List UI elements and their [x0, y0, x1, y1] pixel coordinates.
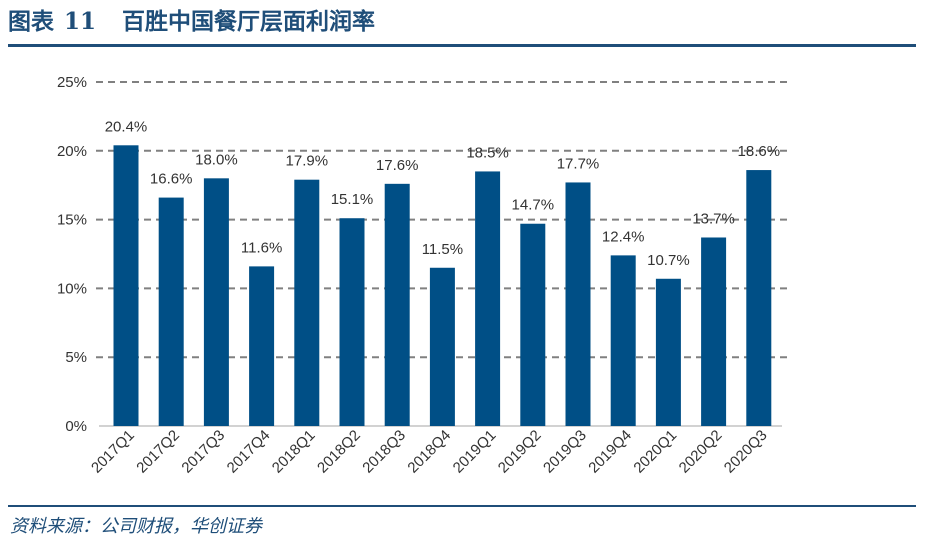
figure-number: 11 — [64, 8, 97, 35]
data-label: 17.6% — [376, 157, 419, 174]
data-label: 17.7% — [557, 155, 600, 172]
data-label: 18.0% — [195, 151, 238, 168]
data-labels: 20.4% 16.6%18.0% 11.6% 17.9% 15.1%17.6% 11.5%… — [105, 118, 780, 268]
bar-2017Q2 — [158, 197, 184, 426]
data-label: 16.6% — [150, 171, 193, 188]
y-tick-label: 0% — [65, 418, 87, 435]
data-label: 14.7% — [512, 197, 555, 214]
bar-2020Q2 — [701, 237, 727, 426]
x-tick-label: 2017Q3 — [178, 427, 228, 477]
data-label: 20.4% — [105, 118, 148, 135]
bar-2019Q3 — [565, 182, 591, 426]
x-tick-label: 2020Q3 — [721, 427, 771, 477]
bar-2017Q4 — [249, 266, 275, 426]
y-axis-ticks: 0% 5% 10% 15% 20% 25% — [57, 74, 87, 435]
x-tick-label: 2019Q3 — [540, 427, 590, 477]
x-tick-label: 2018Q4 — [404, 427, 454, 477]
x-tick-label: 2018Q1 — [269, 427, 319, 477]
bar-2018Q2 — [339, 218, 365, 426]
x-tick-label: 2017Q4 — [224, 427, 274, 477]
source-note: 资料来源：公司财报，华创证券 — [10, 516, 262, 537]
data-label: 18.6% — [738, 143, 781, 160]
x-tick-label: 2017Q2 — [133, 427, 183, 477]
y-tick-label: 20% — [57, 143, 87, 160]
y-tick-label: 10% — [57, 280, 87, 297]
y-tick-label: 5% — [65, 349, 87, 366]
x-axis-ticks: 2017Q12017Q22017Q32017Q42018Q12018Q22018… — [88, 427, 771, 477]
bar-2020Q3 — [746, 170, 772, 426]
bar-2020Q1 — [655, 278, 681, 426]
x-tick-label: 2018Q2 — [314, 427, 364, 477]
data-label: 12.4% — [602, 228, 645, 245]
x-tick-label: 2020Q2 — [676, 427, 726, 477]
bar-2019Q2 — [520, 223, 546, 426]
x-tick-label: 2019Q2 — [495, 427, 545, 477]
y-tick-label: 15% — [57, 212, 87, 229]
bar-chart: 0% 5% 10% 15% 20% 25% 20.4% 16.6%18.0% 11.6% 17.… — [57, 74, 790, 477]
data-label: 15.1% — [331, 191, 374, 208]
bar-2018Q1 — [294, 179, 320, 426]
data-label: 18.5% — [466, 144, 509, 161]
footer-divider — [8, 505, 916, 507]
bar-2018Q4 — [429, 267, 455, 426]
x-tick-label: 2019Q4 — [585, 427, 635, 477]
bar-2017Q1 — [113, 145, 139, 426]
data-label: 13.7% — [692, 210, 735, 227]
x-tick-label: 2017Q1 — [88, 427, 138, 477]
figure-title: 图表 11 百胜中国餐厅层面利润率 — [8, 4, 375, 40]
x-tick-label: 2020Q1 — [630, 427, 680, 477]
title-divider — [8, 44, 916, 47]
y-tick-label: 25% — [57, 74, 87, 91]
bars — [113, 145, 772, 426]
chart-title: 百胜中国餐厅层面利润率 — [122, 8, 376, 35]
data-label: 17.9% — [286, 153, 329, 170]
bar-2017Q3 — [203, 178, 229, 426]
data-label: 10.7% — [647, 252, 690, 269]
data-label: 11.5% — [422, 241, 463, 258]
bar-2019Q1 — [475, 171, 501, 426]
bar-2018Q3 — [384, 183, 410, 426]
x-tick-label: 2018Q3 — [359, 427, 409, 477]
figure-label: 图表 — [8, 8, 54, 35]
data-label: 11.6% — [241, 239, 282, 256]
bar-2019Q4 — [610, 255, 636, 426]
x-tick-label: 2019Q1 — [450, 427, 500, 477]
